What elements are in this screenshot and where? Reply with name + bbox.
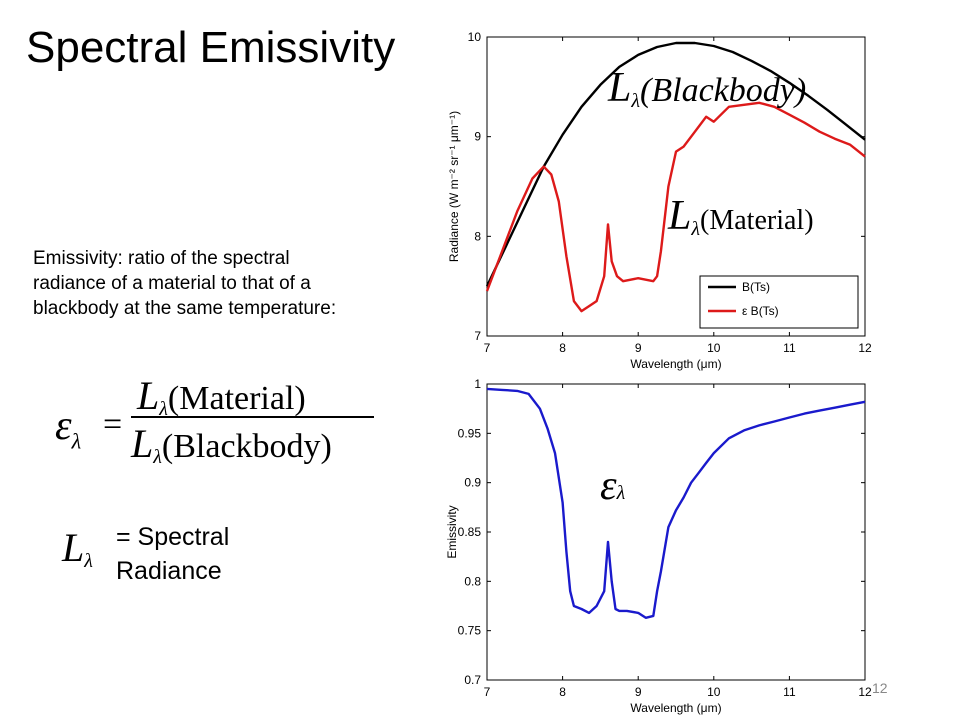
x-axis-label: Wavelength (μm) — [630, 701, 721, 715]
radiance-definition-text: = Spectral Radiance — [116, 520, 229, 588]
x-tick-label: 12 — [858, 341, 872, 355]
slide-title: Spectral Emissivity — [26, 23, 396, 72]
lambda-subscript: λ — [153, 446, 162, 468]
x-tick-label: 8 — [559, 341, 566, 355]
fraction-bar — [131, 416, 374, 418]
epsilon-symbol: ε — [55, 403, 72, 449]
x-tick-label: 9 — [635, 341, 642, 355]
numerator-text: (Material) — [167, 380, 306, 417]
legend-label: B(Ts) — [742, 280, 770, 294]
equation-numerator: Lλ(Material) — [137, 372, 306, 421]
radiance-symbol: L — [608, 65, 632, 111]
material-annotation-text: (Material) — [700, 205, 814, 236]
x-tick-label: 10 — [707, 685, 721, 699]
material-annotation: Lλ(Material) — [668, 192, 814, 241]
radiance-symbol: L — [131, 421, 154, 466]
x-tick-label: 9 — [635, 685, 642, 699]
x-tick-label: 7 — [484, 685, 491, 699]
equation-denominator: Lλ(Blackbody) — [131, 420, 332, 469]
y-axis-label: Emissivity — [445, 505, 459, 558]
plot-area — [486, 383, 866, 681]
epsilon-symbol: ε — [600, 463, 617, 509]
radiance-symbol: L — [62, 525, 85, 570]
slide-number: 12 — [872, 680, 888, 696]
legend-box — [699, 275, 859, 329]
denominator-text: (Blackbody) — [161, 428, 332, 465]
x-tick-label: 8 — [559, 685, 566, 699]
lambda-subscript: λ — [631, 90, 641, 112]
y-tick-label: 0.7 — [464, 673, 481, 687]
lambda-subscript: λ — [84, 550, 93, 572]
lambda-subscript: λ — [616, 482, 626, 504]
lambda-subscript: λ — [71, 428, 82, 454]
emissivity-description: Emissivity: ratio of the spectral radian… — [33, 246, 423, 321]
equals-sign: = — [103, 406, 123, 443]
y-tick-label: 1 — [474, 377, 481, 391]
radiance-symbol: L — [137, 373, 160, 418]
legend-label: ε B(Ts) — [742, 304, 779, 318]
x-tick-label: 7 — [484, 341, 491, 355]
equation-lhs: ελ — [55, 402, 81, 454]
blackbody-annotation-text: (Blackbody) — [640, 72, 807, 109]
y-tick-label: 0.95 — [458, 426, 482, 440]
y-axis-label: Radiance (W m⁻² sr⁻¹ μm⁻¹) — [447, 111, 461, 262]
blackbody-annotation: Lλ(Blackbody) — [608, 64, 806, 113]
description-line: Emissivity: ratio of the spectral — [33, 248, 290, 269]
y-tick-label: 0.8 — [464, 574, 481, 588]
x-tick-label: 11 — [783, 685, 796, 699]
x-axis-label: Wavelength (μm) — [630, 357, 721, 371]
x-tick-label: 10 — [707, 341, 721, 355]
radiance-symbol: L — [668, 193, 692, 239]
emissivity-equation: ελ = Lλ(Material) Lλ(Blackbody) — [55, 372, 374, 472]
y-tick-label: 0.75 — [458, 624, 482, 638]
series-line — [486, 387, 866, 619]
y-tick-label: 7 — [474, 329, 481, 343]
radiance-definition-symbol: Lλ — [62, 524, 93, 573]
y-tick-label: 8 — [474, 229, 481, 243]
x-tick-label: 11 — [783, 341, 796, 355]
lambda-subscript: λ — [691, 218, 701, 240]
x-tick-label: 12 — [858, 685, 872, 699]
y-tick-label: 9 — [474, 130, 481, 144]
y-tick-label: 0.9 — [464, 476, 481, 490]
epsilon-annotation: ελ — [600, 462, 625, 510]
y-tick-label: 10 — [468, 30, 482, 44]
radiance-definition: Lλ = Spectral Radiance — [62, 520, 362, 600]
definition-line: = Spectral — [116, 523, 230, 551]
description-line: radiance of a material to that of a — [33, 273, 311, 294]
y-tick-label: 0.85 — [458, 525, 482, 539]
description-line: blackbody at the same temperature: — [33, 298, 337, 319]
lambda-subscript: λ — [159, 398, 168, 420]
definition-line: Radiance — [116, 557, 222, 585]
